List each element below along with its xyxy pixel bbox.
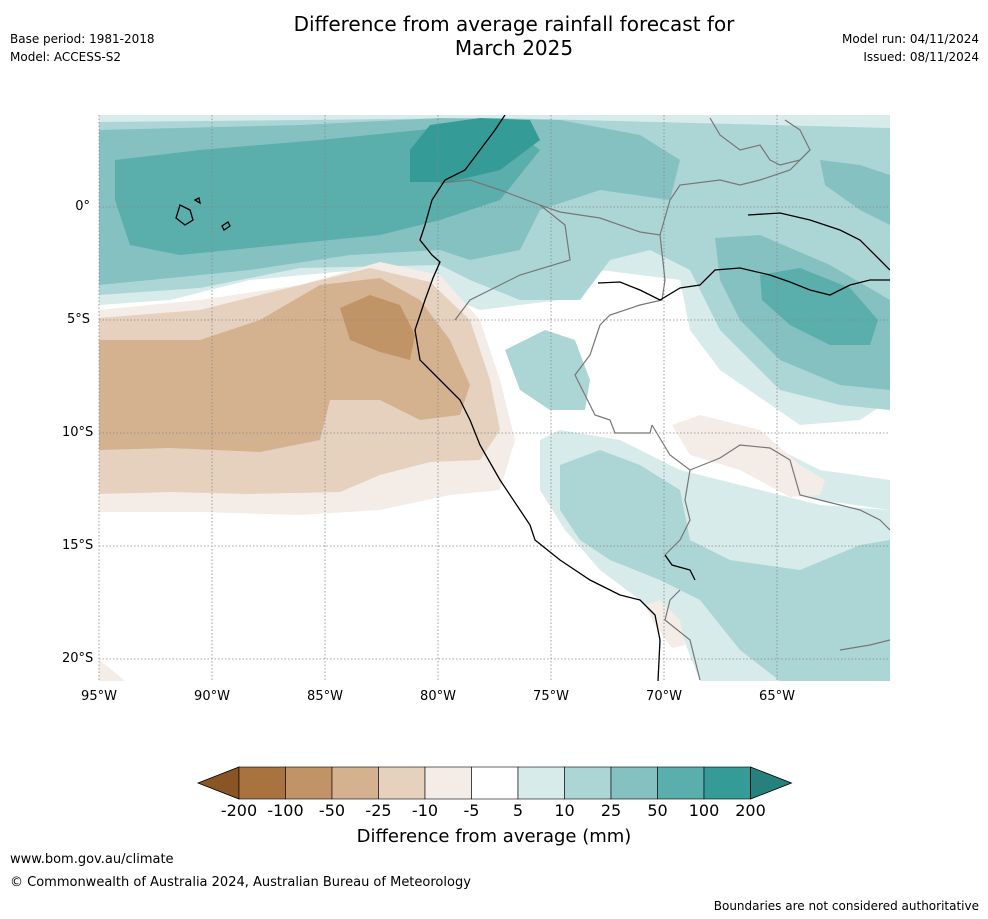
colorbar-box xyxy=(238,766,286,800)
colorbar-box xyxy=(378,766,426,800)
dry-zone-4 xyxy=(340,295,415,360)
dry-zone-east xyxy=(672,415,825,497)
issued-date: Issued: 08/11/2024 xyxy=(863,50,979,64)
colorbar-box xyxy=(564,766,612,800)
lat-tick-10s: 10°S xyxy=(62,425,94,440)
colorbar-box xyxy=(703,766,751,800)
wet-zone-mid xyxy=(505,330,590,410)
wet-zone-south-2 xyxy=(560,450,890,681)
meta-left: Base period: 1981-2018 Model: ACCESS-S2 xyxy=(10,30,155,66)
wet-zone-north-5 xyxy=(410,118,540,182)
colorbar-extend-low xyxy=(196,766,240,800)
colorbar-tick-label: 25 xyxy=(600,801,622,820)
colorbar-tick-label: -25 xyxy=(365,801,392,820)
meta-right: Model run: 04/11/2024 Issued: 08/11/2024 xyxy=(842,30,979,66)
colorbar-tick-label: -5 xyxy=(463,801,480,820)
lon-tick-85w: 85°W xyxy=(307,689,343,704)
footer-disclaimer: Boundaries are not considered authoritat… xyxy=(713,899,979,913)
lon-tick-95w: 95°W xyxy=(81,689,117,704)
colorbar-box xyxy=(331,766,379,800)
colorbar-tick-label: -50 xyxy=(318,801,346,820)
colorbar-tick-label: 200 xyxy=(735,801,766,820)
dry-zone-south xyxy=(645,600,685,648)
dry-zone-corner xyxy=(99,660,125,681)
footer-copyright: © Commonwealth of Australia 2024, Austra… xyxy=(10,875,471,890)
lat-tick-20s: 20°S xyxy=(62,651,94,666)
lat-tick-5s: 5°S xyxy=(66,312,90,327)
colorbar-tick-label: -200 xyxy=(220,801,258,820)
wet-zone-east-3 xyxy=(820,160,890,225)
lon-tick-70w: 70°W xyxy=(646,689,682,704)
lon-tick-75w: 75°W xyxy=(533,689,569,704)
model-name: Model: ACCESS-S2 xyxy=(10,50,122,64)
colorbar-box xyxy=(517,766,565,800)
base-period: Base period: 1981-2018 xyxy=(10,32,155,46)
colorbar-box xyxy=(471,766,519,800)
colorbar-tick-label: -10 xyxy=(411,801,439,820)
colorbar-tick-label: 10 xyxy=(554,801,575,820)
footer-url: www.bom.gov.au/climate xyxy=(10,852,174,867)
colorbar-box xyxy=(657,766,705,800)
colorbar-title: Difference from average (mm) xyxy=(356,826,632,847)
colorbar-extend-high xyxy=(750,766,793,800)
lat-tick-0: 0° xyxy=(75,199,90,214)
colorbar-box xyxy=(285,766,333,800)
colorbar-tick-label: 50 xyxy=(647,801,668,820)
model-run: Model run: 04/11/2024 xyxy=(841,32,979,46)
lon-tick-65w: 65°W xyxy=(759,689,795,704)
colorbar-box xyxy=(610,766,658,800)
colorbar-tick-label: -100 xyxy=(267,801,304,820)
country-borders xyxy=(439,117,890,681)
title-line-2: March 2025 xyxy=(454,36,574,60)
lon-tick-80w: 80°W xyxy=(420,689,456,704)
gridlines xyxy=(98,115,890,681)
lat-tick-15s: 15°S xyxy=(62,538,94,553)
map-title: Difference from average rainfall forecas… xyxy=(0,12,988,60)
coastline xyxy=(175,115,890,681)
colorbar-box xyxy=(424,766,472,800)
wet-zone-east-2 xyxy=(760,268,878,345)
lon-tick-90w: 90°W xyxy=(194,689,230,704)
title-line-1: Difference from average rainfall forecas… xyxy=(293,12,735,36)
colorbar-tick-label: 100 xyxy=(688,801,720,820)
colorbar-tick-label: 5 xyxy=(512,801,524,820)
